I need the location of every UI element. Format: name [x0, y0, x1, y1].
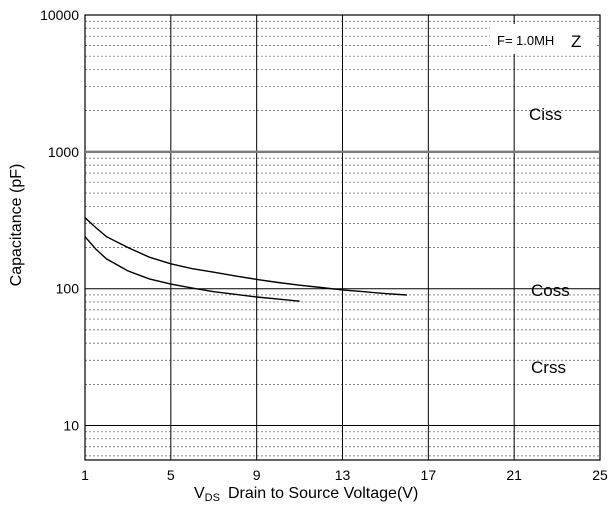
x-axis-title-rest: Drain to Source Voltage(V) — [228, 485, 418, 502]
y-tick-label-3: 10 — [63, 418, 79, 434]
y-tick-label-0: 10000 — [40, 7, 79, 23]
series-label-crss: Crss — [531, 358, 566, 377]
frequency-value: 1.0MH — [516, 33, 554, 48]
x-tick-label-3: 13 — [335, 467, 351, 483]
x-axis-title: VDS Drain to Source Voltage(V) — [194, 485, 418, 504]
x-axis-title-sub: DS — [205, 492, 220, 504]
frequency-prefix: F= — [497, 33, 513, 48]
series-label-ciss: Ciss — [529, 105, 562, 124]
y-tick-label-1: 1000 — [48, 144, 79, 160]
frequency-annotation: F= 1.0MH Z — [490, 24, 596, 54]
x-tick-label-6: 25 — [592, 467, 608, 483]
y-tick-label-2: 100 — [56, 281, 80, 297]
x-tick-label-1: 5 — [167, 467, 175, 483]
x-tick-label-0: 1 — [81, 467, 89, 483]
y-axis-title: Capacitance (pF) — [8, 164, 25, 287]
series-line-crss — [84, 236, 300, 302]
tick-labels: 1 5 9 13 17 21 25 10000 1000 100 10 — [40, 7, 608, 483]
series-line-coss — [84, 217, 407, 296]
grid — [84, 14, 601, 461]
frequency-unit: Z — [571, 32, 581, 51]
x-axis-title-main: V — [194, 485, 205, 502]
series-label-coss: Coss — [531, 281, 570, 300]
x-tick-label-5: 21 — [506, 467, 522, 483]
x-tick-label-4: 17 — [421, 467, 437, 483]
x-tick-label-2: 9 — [253, 467, 261, 483]
series-layer — [84, 150, 600, 302]
